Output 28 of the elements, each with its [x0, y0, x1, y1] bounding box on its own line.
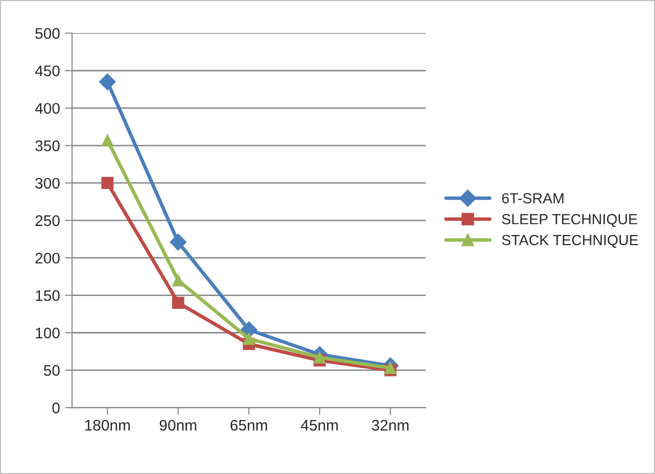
y-tick-label: 200 [36, 252, 60, 264]
y-tick-label: 50 [44, 365, 60, 376]
y-tick-label: 350 [35, 140, 60, 152]
x-tick-label: 90nm [160, 420, 196, 431]
y-tick-label: 0 [52, 402, 60, 414]
y-tick-label: 100 [36, 328, 60, 338]
point [314, 351, 326, 364]
point [101, 176, 114, 190]
x-tick-label: 180nm [85, 420, 130, 431]
y-tick-label: 150 [36, 290, 60, 301]
y-tick-label: 400 [35, 102, 60, 114]
x-tick-label: 65nm [230, 420, 267, 431]
point [384, 362, 396, 374]
y-tick-label: 450 [35, 65, 60, 76]
point [172, 296, 184, 309]
point [242, 332, 255, 345]
y-tick-label: 250 [36, 215, 60, 226]
point [172, 274, 184, 286]
y-tick-label: 300 [35, 178, 60, 189]
legend-label: 6T-SRAM [502, 193, 564, 204]
point [101, 134, 114, 146]
y-tick-label: 500 [35, 28, 60, 39]
x-tick-label: 45nm [300, 420, 338, 431]
legend-label: STACK TECHNIQUE [502, 234, 638, 248]
point [99, 73, 116, 90]
point [170, 234, 187, 251]
legend-label: SLEEP TECHNIQUE [502, 214, 638, 227]
x-tick-label: 32nm [372, 420, 408, 431]
